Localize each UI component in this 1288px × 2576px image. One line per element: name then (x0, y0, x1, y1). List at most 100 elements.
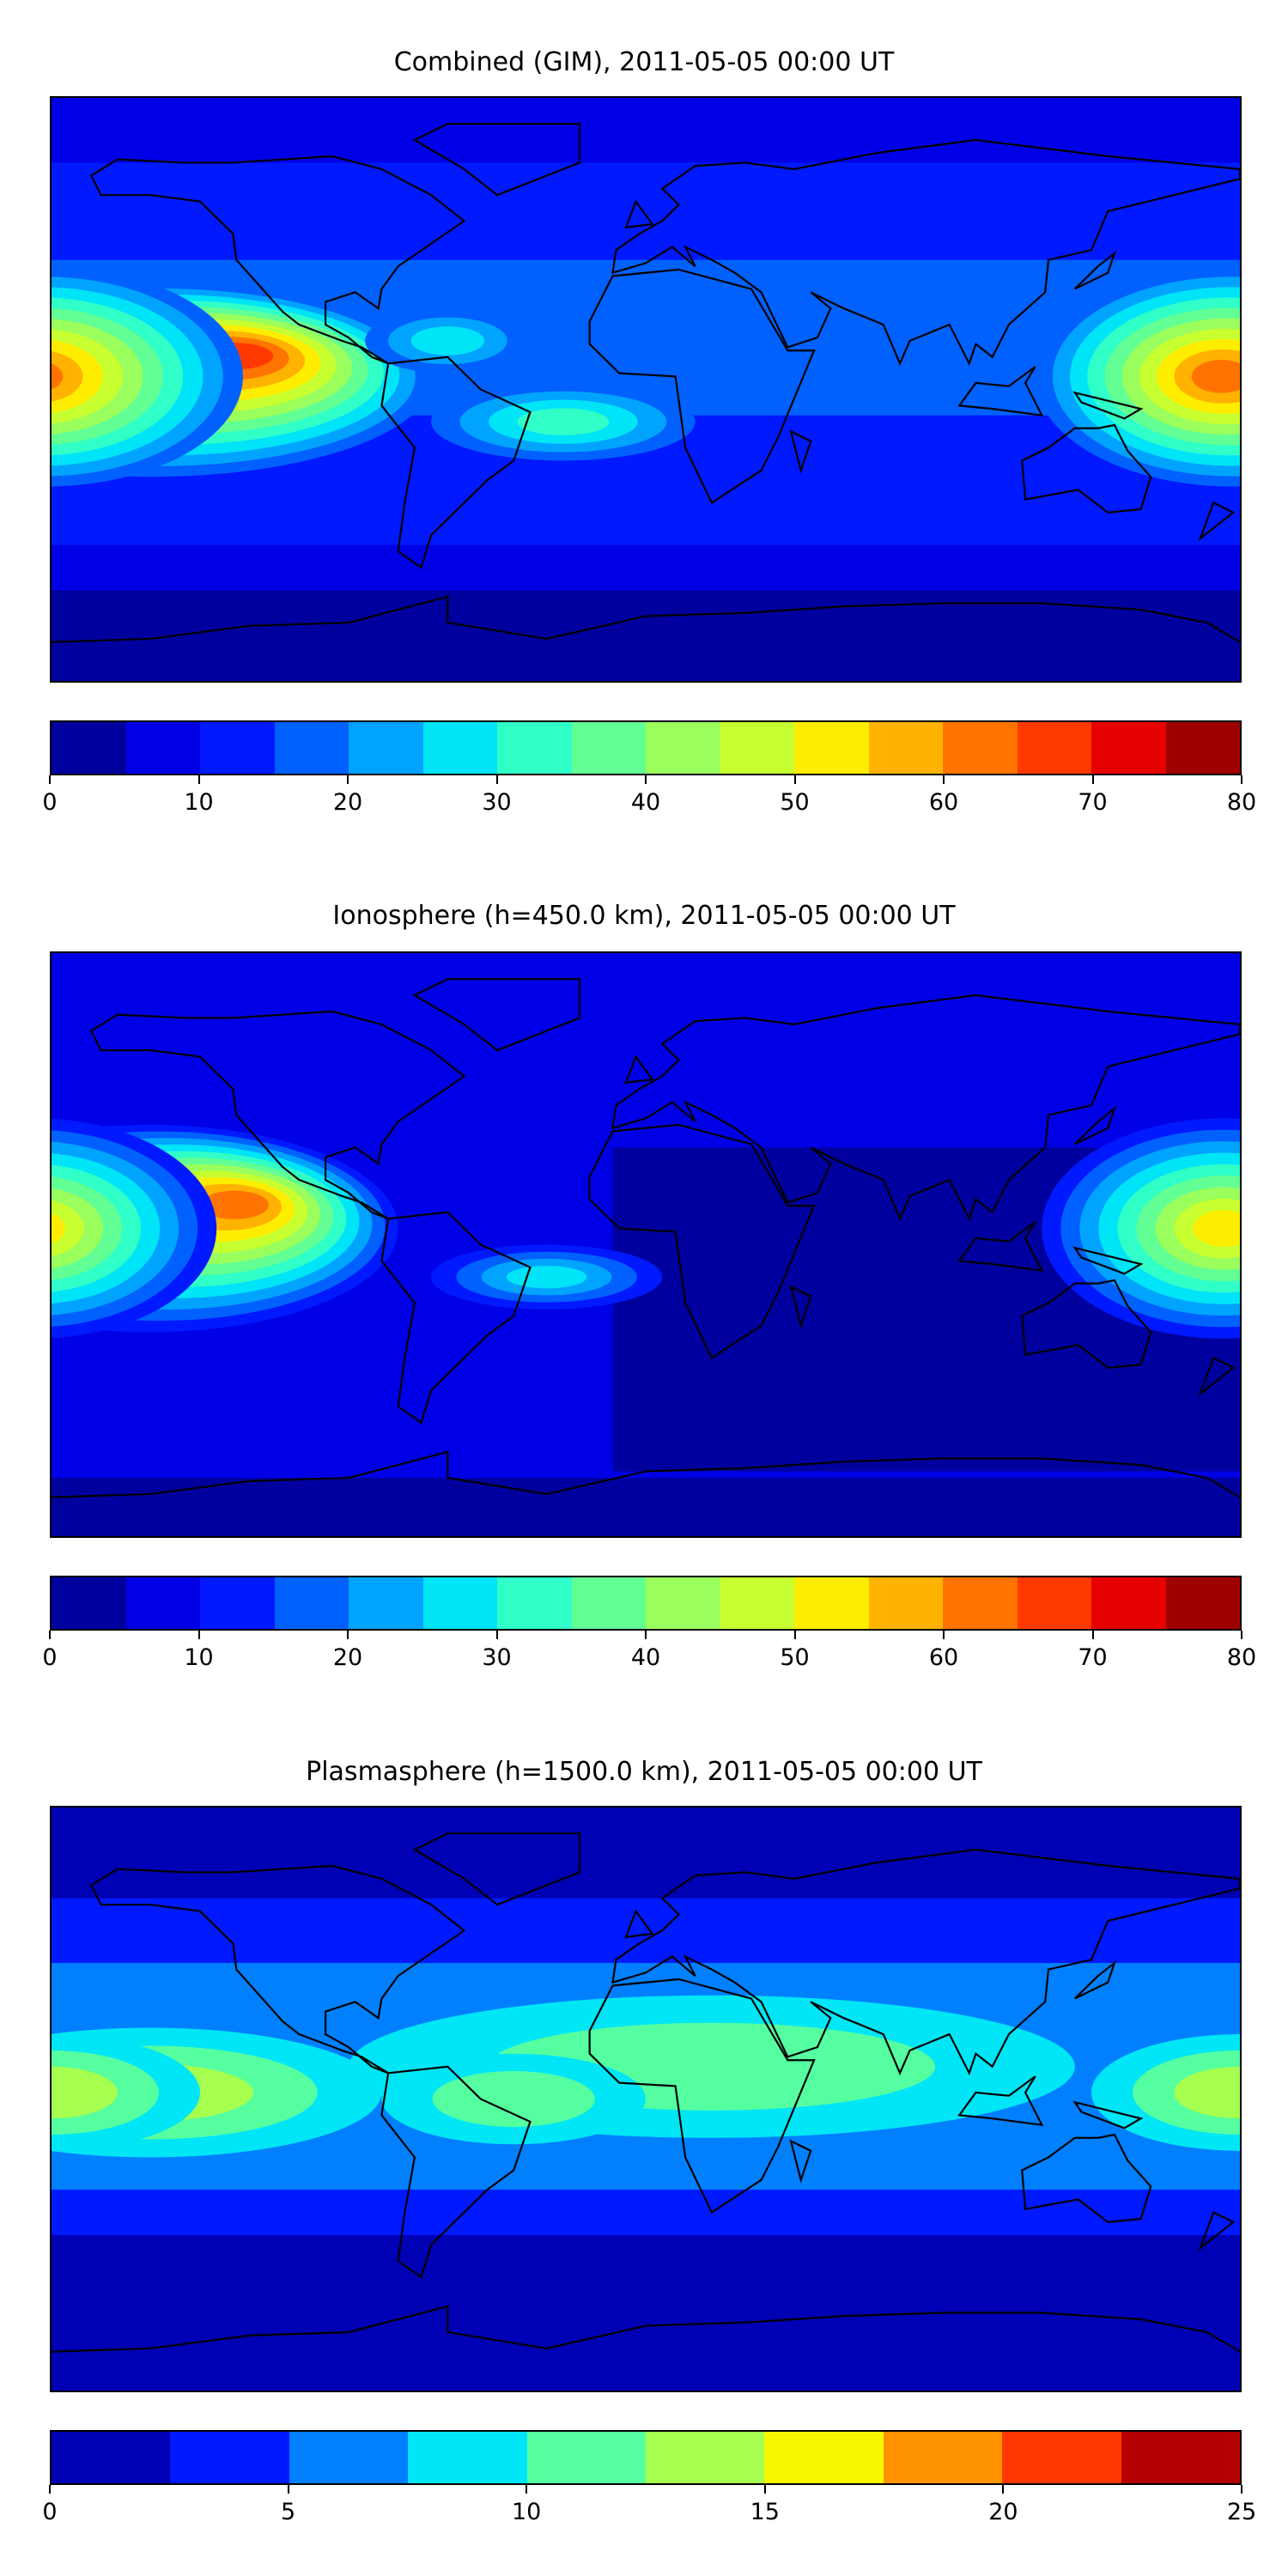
colorbar-segment-30-35 (497, 1577, 572, 1629)
panel2-title: Ionosphere (h=450.0 km), 2011-05-05 00:0… (332, 901, 956, 931)
colorbar-tick (197, 1631, 200, 1639)
colorbar-segment-70-75 (1091, 1577, 1166, 1629)
coastline (415, 1833, 580, 1905)
colorbar-segment-40-45 (646, 722, 720, 774)
colorbar-segment-0-5 (52, 1577, 126, 1629)
colorbar-segment-10-15 (200, 722, 275, 774)
coastline (91, 1012, 464, 1218)
colorbar-segment-20-25 (349, 722, 423, 774)
colorbar-segment-65-70 (1017, 1577, 1091, 1629)
colorbar-tick (645, 1631, 647, 1639)
colorbar-segment-60-65 (943, 1577, 1018, 1629)
panel2-colorbar (50, 1576, 1242, 1631)
colorbar-tick-label: 5 (281, 2499, 296, 2525)
panel1-colorbar (50, 720, 1242, 775)
coastline (1075, 1109, 1115, 1144)
panel1-colorbar-ticks: 0 10 20 30 40 50 60 70 80 (42, 775, 1256, 827)
contour-level-9 (52, 1200, 85, 1257)
colorbar-tick-label: 40 (630, 789, 661, 816)
colorbar-tick (943, 775, 945, 784)
colorbar-segment-75-80 (1165, 1577, 1240, 1629)
coastline (1022, 1280, 1151, 1368)
colorbar-tick (495, 1631, 498, 1639)
panel2-colorbar-ticks: 0 10 20 30 40 50 60 70 80 (42, 1631, 1256, 1682)
panel2-map-ionosphere (50, 951, 1242, 1538)
colorbar-segment-55-60 (868, 722, 943, 774)
colorbar-segment-45-50 (720, 722, 794, 774)
coastline (1075, 2102, 1141, 2128)
contour-level-11 (52, 350, 83, 402)
panel3-map-plasmasphere (50, 1806, 1242, 2392)
coastline-antarctica (52, 2306, 1240, 2352)
contour-level-10 (1193, 1210, 1240, 1248)
contour-band (52, 98, 1240, 163)
contour-level-5 (52, 2066, 118, 2119)
colorbar-segment-20-22.5 (1002, 2432, 1121, 2483)
panel1-title: Combined (GIM), 2011-05-05 00:00 UT (393, 47, 895, 77)
panel3-colorbar (50, 2430, 1242, 2485)
contour-band (52, 1478, 1240, 1536)
coastline (1022, 425, 1151, 513)
contour-level-4 (432, 2071, 595, 2127)
colorbar-tick-label: 20 (332, 789, 363, 816)
colorbar-tick-label: 70 (1078, 1644, 1108, 1671)
coastline (791, 1287, 811, 1326)
contour-level-12 (52, 363, 64, 390)
colorbar-tick (1241, 1631, 1242, 1639)
coastline (415, 124, 580, 195)
colorbar-segment-45-50 (720, 1577, 794, 1629)
colorbar-tick-label: 0 (42, 1644, 58, 1671)
colorbar-tick-label: 40 (630, 1644, 661, 1671)
colorbar-tick-label: 70 (1078, 789, 1108, 816)
colorbar-tick-label: 10 (512, 2499, 542, 2525)
colorbar-tick (49, 775, 51, 784)
colorbar-tick-label: 20 (332, 1644, 363, 1671)
colorbar-tick-label: 80 (1226, 789, 1257, 816)
colorbar-segment-50-55 (794, 1577, 869, 1629)
colorbar-segment-5-7.5 (289, 2432, 409, 2483)
coastline (791, 432, 811, 471)
coastline (959, 367, 1042, 416)
colorbar-tick (1091, 775, 1094, 784)
contour-band (52, 590, 1240, 681)
colorbar-segment-15-20 (274, 722, 349, 774)
contour-level-10 (52, 1212, 66, 1244)
colorbar-segment-50-55 (794, 722, 869, 774)
coastline (381, 2067, 530, 2277)
colorbar-segment-55-60 (868, 1577, 943, 1629)
colorbar-segment-0-5 (52, 722, 126, 774)
coastline (1075, 1248, 1141, 1273)
coastline (91, 1866, 464, 2073)
colorbar-segment-22.5-25 (1121, 2432, 1241, 2483)
coastline (590, 270, 814, 503)
colorbar-tick (287, 2485, 289, 2494)
coastline (959, 2076, 1042, 2125)
colorbar-segment-5-10 (125, 1577, 200, 1629)
coastline (1075, 392, 1141, 418)
colorbar-tick-label: 15 (750, 2499, 780, 2525)
panel1-map-combined (50, 96, 1242, 683)
coastline (791, 2142, 811, 2180)
colorbar-segment-10-12.5 (526, 2432, 647, 2483)
colorbar-tick (49, 2485, 51, 2494)
colorbar-segment-35-40 (571, 1577, 646, 1629)
colorbar-tick (793, 1631, 796, 1639)
colorbar-segment-70-75 (1091, 722, 1166, 774)
colorbar-tick (1002, 2485, 1005, 2494)
contour-level-12 (1191, 360, 1240, 393)
panel3-title: Plasmasphere (h=1500.0 km), 2011-05-05 0… (306, 1757, 982, 1787)
coastline (626, 1911, 653, 1937)
colorbar-tick (347, 775, 349, 784)
colorbar-segment-15-20 (274, 1577, 349, 1629)
colorbar-segment-75-80 (1165, 722, 1240, 774)
coastline (1200, 1358, 1233, 1394)
colorbar-tick-label: 30 (482, 789, 512, 816)
panel3-colorbar-ticks: 0 5 10 15 20 25 (42, 2485, 1256, 2537)
colorbar-tick (1241, 775, 1242, 784)
colorbar-segment-12.5-15 (646, 2432, 765, 2483)
colorbar-tick (645, 775, 647, 784)
colorbar-tick-label: 80 (1226, 1644, 1257, 1671)
colorbar-segment-25-30 (422, 722, 497, 774)
coastline (1075, 1963, 1115, 1998)
colorbar-tick (49, 1631, 51, 1639)
